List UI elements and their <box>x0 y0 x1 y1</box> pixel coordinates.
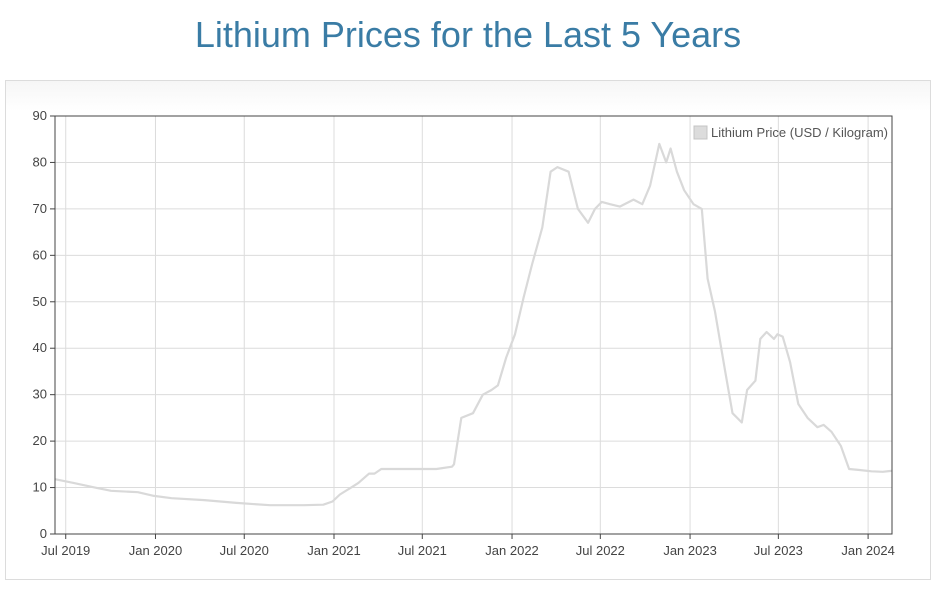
y-axis-ticks: 0 10 20 30 40 50 60 70 80 90 <box>33 108 55 541</box>
plot-frame <box>54 115 893 535</box>
y-tick-label: 70 <box>33 201 47 216</box>
y-tick-label: 0 <box>40 526 47 541</box>
series-line <box>54 142 893 507</box>
legend-label: Lithium Price (USD / Kilogram) <box>711 125 888 140</box>
series-lines <box>54 142 893 507</box>
x-tick-label: Jul 2019 <box>41 543 90 558</box>
chart-card: 0 10 20 30 40 50 60 70 80 90 Jul 2019 Jan 2020 Jul … <box>5 80 931 580</box>
y-tick-label: 60 <box>33 247 47 262</box>
y-tick-label: 30 <box>33 387 47 402</box>
x-axis-ticks: Jul 2019 Jan 2020 Jul 2020 Jan 2021 Jul 2021… <box>41 534 895 558</box>
x-tick-label: Jan 2021 <box>307 543 361 558</box>
x-tick-label: Jul 2020 <box>220 543 269 558</box>
y-tick-label: 90 <box>33 108 47 123</box>
x-tick-label: Jan 2020 <box>129 543 183 558</box>
x-tick-label: Jan 2023 <box>663 543 717 558</box>
y-tick-label: 40 <box>33 340 47 355</box>
y-tick-label: 50 <box>33 294 47 309</box>
y-tick-label: 20 <box>33 433 47 448</box>
y-tick-label: 80 <box>33 154 47 169</box>
x-tick-label: Jul 2023 <box>754 543 803 558</box>
y-tick-label: 10 <box>33 480 47 495</box>
x-tick-label: Jan 2024 <box>841 543 895 558</box>
x-tick-label: Jul 2022 <box>576 543 625 558</box>
x-tick-label: Jul 2021 <box>398 543 447 558</box>
legend: Lithium Price (USD / Kilogram) <box>693 125 888 140</box>
page-title: Lithium Prices for the Last 5 Years <box>194 14 742 55</box>
grid-lines <box>55 115 892 535</box>
legend-swatch <box>693 125 708 140</box>
x-tick-label: Jan 2022 <box>485 543 539 558</box>
